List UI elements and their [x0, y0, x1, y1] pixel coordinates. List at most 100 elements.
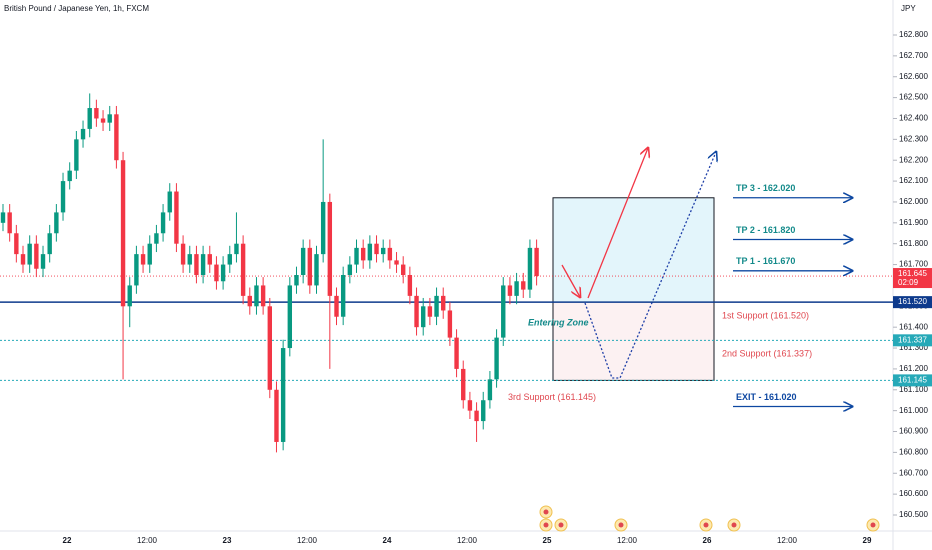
- candle-body: [280, 348, 286, 442]
- zone-label: Entering Zone: [528, 317, 589, 327]
- event-icon-dot: [543, 509, 549, 515]
- candle-body: [214, 264, 219, 282]
- candle-body: [514, 281, 519, 296]
- candle-body: [27, 243, 32, 265]
- candle-body: [414, 295, 419, 328]
- candle-body: [300, 247, 306, 275]
- candle-body: [347, 264, 353, 275]
- candle-body: [481, 400, 486, 422]
- y-tick-label: 161.700: [899, 260, 928, 269]
- candle-body: [160, 212, 166, 234]
- candle-body: [174, 191, 179, 244]
- target-label: EXIT - 161.020: [736, 392, 797, 402]
- y-tick-label: 162.200: [899, 155, 928, 164]
- candle-body: [234, 243, 239, 255]
- candle-body: [307, 247, 313, 286]
- candle-body: [87, 108, 92, 129]
- candle-body: [461, 368, 466, 401]
- candle-body: [447, 310, 453, 338]
- candle-body: [100, 118, 106, 123]
- candle-body: [200, 254, 206, 275]
- candle-body: [207, 254, 212, 265]
- currency: JPY: [901, 4, 916, 13]
- event-icon-dot: [558, 522, 564, 528]
- candle-body: [334, 295, 339, 317]
- arrow: [587, 148, 648, 299]
- target-label: TP 2 - 161.820: [736, 225, 795, 235]
- candle-body: [507, 285, 513, 296]
- candle-body: [521, 281, 526, 290]
- arrow: [561, 264, 580, 297]
- candle-body: [107, 114, 112, 123]
- y-tick-label: 162.100: [899, 176, 928, 185]
- profit-zone: [553, 197, 714, 303]
- price-tag: [893, 268, 932, 289]
- support-label: 2nd Support (161.337): [722, 349, 812, 359]
- candle-body: [527, 247, 533, 290]
- y-tick-label: 162.500: [899, 93, 928, 102]
- candle-body: [120, 160, 126, 307]
- event-icon-dot: [703, 522, 709, 528]
- candle-body: [94, 108, 99, 119]
- x-tick-label: 12:00: [297, 536, 318, 545]
- y-tick-label: 160.800: [899, 448, 928, 457]
- price-tag-label: 161.645: [898, 269, 927, 278]
- candle-body: [327, 201, 333, 296]
- candle-body: [14, 233, 19, 255]
- y-tick-label: 161.400: [899, 322, 928, 331]
- candle-body: [194, 254, 199, 275]
- price-tag: [893, 296, 932, 309]
- candle-body: [254, 285, 259, 307]
- candle-body: [140, 254, 146, 265]
- price-tag: [893, 334, 932, 347]
- candle-body: [434, 295, 439, 317]
- event-icon-dot: [618, 522, 624, 528]
- candle-body: [147, 243, 152, 265]
- y-tick-label: 161.000: [899, 406, 928, 415]
- candle-body: [474, 410, 479, 422]
- candle-body: [0, 212, 6, 223]
- event-icon-dot: [543, 522, 549, 528]
- price-tag-label: 161.337: [898, 335, 927, 344]
- x-tick-label: 12:00: [777, 536, 798, 545]
- x-tick-label: 26: [703, 536, 712, 545]
- y-tick-label: 162.400: [899, 114, 928, 123]
- candle-body: [467, 400, 473, 411]
- candle-body: [314, 254, 319, 286]
- candle-body: [60, 181, 66, 213]
- price-tag: [893, 374, 932, 387]
- candle-body: [187, 254, 192, 265]
- candle-body: [167, 191, 172, 213]
- candle-body: [260, 285, 266, 307]
- candle-body: [487, 379, 493, 401]
- y-tick-label: 161.900: [899, 218, 928, 227]
- candle-body: [394, 260, 399, 265]
- candle-body: [34, 243, 39, 269]
- x-tick-label: 12:00: [457, 536, 478, 545]
- price-tag-label: 161.520: [898, 297, 927, 306]
- x-tick-label: 25: [543, 536, 552, 545]
- candle-body: [367, 243, 373, 261]
- candle-body: [154, 233, 159, 244]
- candle-body: [454, 337, 459, 369]
- candle-body: [240, 243, 246, 296]
- y-tick-label: 160.600: [899, 489, 928, 498]
- candle-body: [54, 212, 59, 234]
- candle-body: [534, 247, 539, 277]
- y-tick-label: 161.100: [899, 385, 928, 394]
- candle-body: [287, 285, 293, 349]
- candle-body: [354, 247, 359, 265]
- candle-body: [501, 285, 506, 338]
- y-tick-label: 161.800: [899, 239, 928, 248]
- chart-title: British Pound / Japanese Yen, 1h, FXCM: [4, 4, 149, 13]
- candle-body: [7, 212, 12, 234]
- candle-body: [114, 114, 119, 161]
- candle-body: [74, 139, 79, 171]
- candle-body: [374, 243, 379, 255]
- target-label: TP 3 - 162.020: [736, 183, 795, 193]
- candle-body: [134, 254, 139, 286]
- candle-body: [67, 170, 72, 182]
- y-tick-label: 162.600: [899, 72, 928, 81]
- candle-body: [220, 264, 226, 282]
